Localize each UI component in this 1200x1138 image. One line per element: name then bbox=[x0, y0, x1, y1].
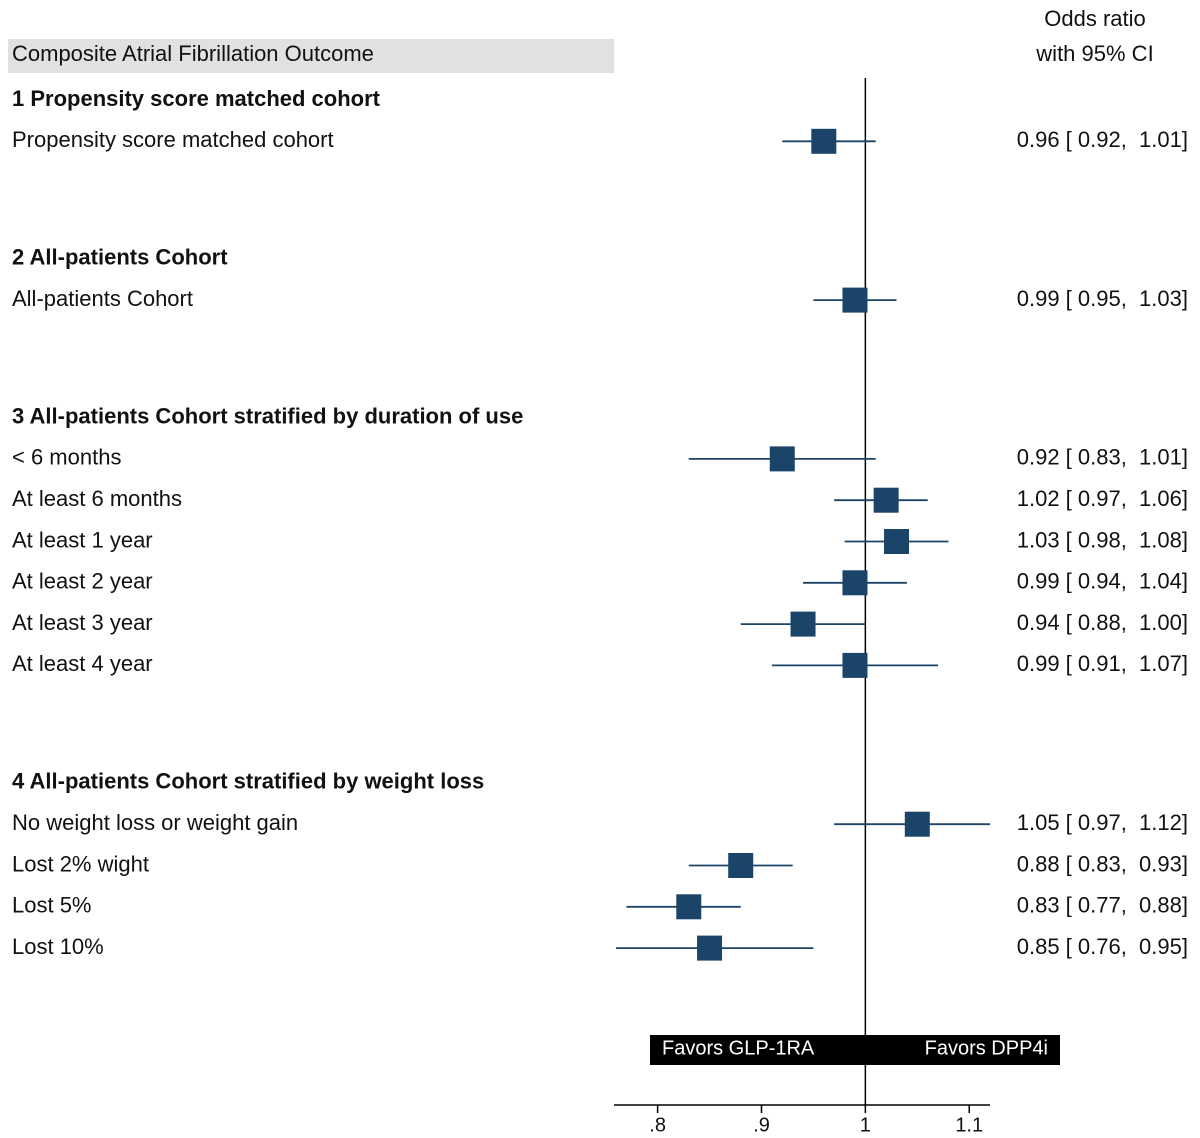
value-label: 0.99 [ 0.91, 1.07] bbox=[1017, 651, 1188, 676]
value-label: 0.92 [ 0.83, 1.01] bbox=[1017, 445, 1188, 470]
row-label: < 6 months bbox=[12, 445, 121, 470]
row-label: Lost 5% bbox=[12, 893, 92, 918]
x-tick-label: 1.1 bbox=[955, 1114, 983, 1136]
value-label: 1.02 [ 0.97, 1.06] bbox=[1017, 486, 1188, 511]
estimate-square bbox=[811, 128, 837, 154]
x-tick-label: 1 bbox=[860, 1114, 871, 1136]
estimate-header: with 95% CI bbox=[1035, 41, 1153, 66]
value-label: 0.96 [ 0.92, 1.01] bbox=[1017, 127, 1188, 152]
row-label: At least 2 year bbox=[12, 569, 153, 594]
value-label: 0.94 [ 0.88, 1.00] bbox=[1017, 610, 1188, 635]
row-label: At least 4 year bbox=[12, 651, 153, 676]
estimate-square bbox=[728, 853, 754, 878]
title-band bbox=[8, 39, 614, 73]
estimate-square bbox=[842, 652, 868, 678]
x-tick-label: .8 bbox=[649, 1114, 666, 1136]
estimate-square bbox=[904, 811, 930, 837]
value-label: 0.88 [ 0.83, 0.93] bbox=[1017, 851, 1188, 876]
value-label: 1.03 [ 0.98, 1.08] bbox=[1017, 527, 1188, 552]
value-label: 0.83 [ 0.77, 0.88] bbox=[1017, 893, 1188, 918]
favors-right: Favors DPP4i bbox=[925, 1037, 1048, 1059]
value-label: 0.99 [ 0.95, 1.03] bbox=[1017, 286, 1188, 311]
estimate-square bbox=[873, 487, 899, 513]
estimate-square bbox=[769, 446, 795, 472]
group-header: 1 Propensity score matched cohort bbox=[12, 86, 381, 111]
estimate-square bbox=[697, 935, 723, 961]
value-label: 0.99 [ 0.94, 1.04] bbox=[1017, 569, 1188, 594]
chart-title: Composite Atrial Fibrillation Outcome bbox=[12, 41, 374, 66]
row-label: Lost 10% bbox=[12, 934, 104, 959]
row-label: Lost 2% wight bbox=[12, 851, 149, 876]
x-tick-label: .9 bbox=[753, 1114, 770, 1136]
row-label: No weight loss or weight gain bbox=[12, 810, 298, 835]
value-label: 1.05 [ 0.97, 1.12] bbox=[1017, 810, 1188, 835]
row-label: All-patients Cohort bbox=[12, 286, 193, 311]
estimate-header: Odds ratio bbox=[1044, 6, 1146, 31]
estimate-square bbox=[884, 529, 910, 554]
estimate-square bbox=[790, 611, 816, 637]
estimate-square bbox=[842, 570, 868, 596]
value-label: 0.85 [ 0.76, 0.95] bbox=[1017, 934, 1188, 959]
row-label: At least 1 year bbox=[12, 527, 153, 552]
favors-left: Favors GLP-1RA bbox=[662, 1037, 815, 1059]
row-label: At least 6 months bbox=[12, 486, 182, 511]
estimate-square bbox=[676, 894, 702, 920]
group-header: 2 All-patients Cohort bbox=[12, 245, 228, 270]
estimate-square bbox=[842, 287, 868, 313]
favors-band bbox=[650, 1035, 1060, 1065]
group-header: 3 All-patients Cohort stratified by dura… bbox=[12, 403, 523, 428]
group-header: 4 All-patients Cohort stratified by weig… bbox=[12, 769, 484, 794]
row-label: Propensity score matched cohort bbox=[12, 127, 334, 152]
row-label: At least 3 year bbox=[12, 610, 153, 635]
